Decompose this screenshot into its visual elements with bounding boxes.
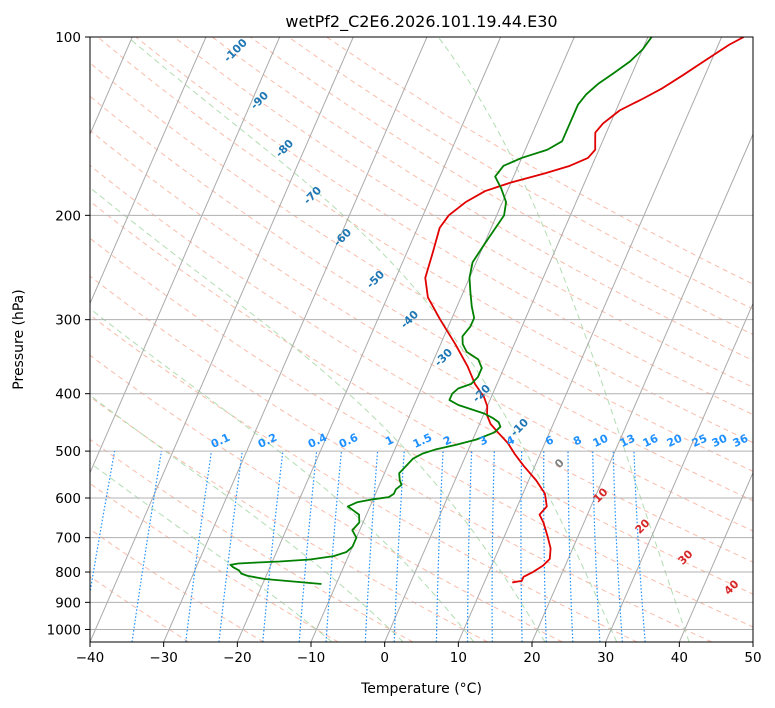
- mixing-ratio-label: 25: [690, 432, 709, 450]
- x-tick-label: 50: [744, 650, 761, 666]
- temperature-profile-line: [424, 37, 745, 584]
- x-tick-label: −10: [297, 650, 326, 666]
- dry-adiabat-line: [90, 275, 712, 642]
- isotherm-line: [163, 37, 428, 642]
- isotherm-line: [678, 471, 753, 642]
- mixing-ratio-line: [633, 451, 646, 642]
- isotherm-line: [384, 37, 649, 642]
- isotherm-line: [90, 37, 281, 474]
- y-tick-label: 1000: [47, 622, 81, 638]
- y-tick-label: 800: [55, 565, 81, 581]
- mixing-ratio-line: [466, 451, 473, 642]
- mixing-ratio-line: [364, 451, 379, 642]
- mixing-ratio-line: [520, 451, 523, 642]
- dry-adiabat-line: [90, 164, 753, 563]
- x-tick-label: −20: [223, 650, 252, 666]
- dry-adiabats: [90, 37, 753, 642]
- mixing-ratio-line: [567, 451, 574, 642]
- isotherm-line: [90, 37, 354, 642]
- x-tick-label: −40: [76, 650, 105, 666]
- plot-background: [90, 37, 753, 642]
- chart-title: wetPf2_C2E6.2026.101.19.44.E30: [285, 12, 557, 32]
- isotherm-line: [0, 37, 59, 642]
- dry-adiabat-line: [250, 37, 753, 336]
- plot-frame: [89, 36, 754, 643]
- isotherm-line: [90, 37, 207, 305]
- dry-adiabat-line: [90, 129, 753, 532]
- mixing-ratio-line: [262, 451, 284, 642]
- sounding-profiles: [229, 37, 745, 585]
- y-axis-label: Pressure (hPa): [11, 289, 27, 389]
- moist-adiabat-line: [90, 394, 404, 642]
- mixing-ratio-line: [435, 451, 444, 642]
- dry-adiabat-line: [326, 37, 753, 285]
- x-tick-label: 0: [380, 650, 389, 666]
- dry-adiabat-line: [90, 237, 753, 628]
- dry-adiabat-line: [90, 314, 638, 642]
- mixing-ratio-line: [325, 451, 343, 642]
- x-axis-label: Temperature (°C): [360, 681, 482, 697]
- dry-adiabat-line: [288, 37, 753, 310]
- isotherm-line: [531, 132, 753, 642]
- moist-adiabat-line: [437, 37, 690, 642]
- reference-arcs: [0, 37, 2, 642]
- y-tick-label: 100: [55, 30, 81, 46]
- y-tick-label: 600: [55, 491, 81, 507]
- isotherm-line: [236, 37, 502, 642]
- isotherm-line: [457, 37, 723, 642]
- reference-arc: [0, 37, 2, 642]
- x-tick-label: 40: [671, 650, 688, 666]
- x-tick-label: 10: [450, 650, 467, 666]
- moist-adiabat-line: [90, 308, 475, 642]
- plot-area: [0, 37, 753, 642]
- mixing-ratio-line: [491, 451, 495, 642]
- y-tick-label: 700: [55, 531, 81, 547]
- mixing-ratio-line: [393, 451, 405, 642]
- dry-adiabat-line: [97, 37, 753, 444]
- y-tick-label: 400: [55, 387, 81, 403]
- mixing-ratio-label: 20: [665, 432, 685, 450]
- dry-adiabat-line: [90, 95, 753, 502]
- dry-adiabat-line: [173, 37, 753, 388]
- x-axis: −40 −30 −20 −10 0 10 20 30 40 50: [76, 642, 762, 666]
- plot-bg-rect: [90, 37, 753, 642]
- plot-border: [89, 36, 754, 643]
- mixing-ratio-label: 30: [710, 432, 730, 450]
- y-tick-label: 500: [55, 444, 81, 460]
- x-tick-label: 30: [597, 650, 614, 666]
- y-axis: 100 200 300 400 500 600 700 800 900 1000: [47, 30, 90, 638]
- x-tick-label: 20: [523, 650, 540, 666]
- mixing-ratio-label: 13: [618, 432, 637, 450]
- mixing-ratio-line: [298, 451, 318, 642]
- isotherm-line: [752, 640, 753, 642]
- mixing-ratio-line: [592, 451, 601, 642]
- dewpoint-profile-line: [229, 37, 653, 585]
- mixing-ratio-label: 36: [731, 432, 751, 450]
- dry-adiabat-line: [90, 200, 753, 595]
- skewed-isotherms: [0, 37, 753, 642]
- mixing-ratio-label: 10: [591, 432, 611, 450]
- dry-adiabat-line: [90, 354, 563, 642]
- moist-adiabat-line: [90, 462, 333, 642]
- mixing-ratio-label: 16: [641, 432, 661, 450]
- y-tick-label: 900: [55, 595, 81, 611]
- x-tick-label: −30: [149, 650, 178, 666]
- dry-adiabat-line: [90, 396, 488, 642]
- y-tick-label: 200: [55, 208, 81, 224]
- mixing-ratio-line: [612, 451, 623, 642]
- y-tick-label: 300: [55, 313, 81, 329]
- isotherm-line: [605, 302, 753, 642]
